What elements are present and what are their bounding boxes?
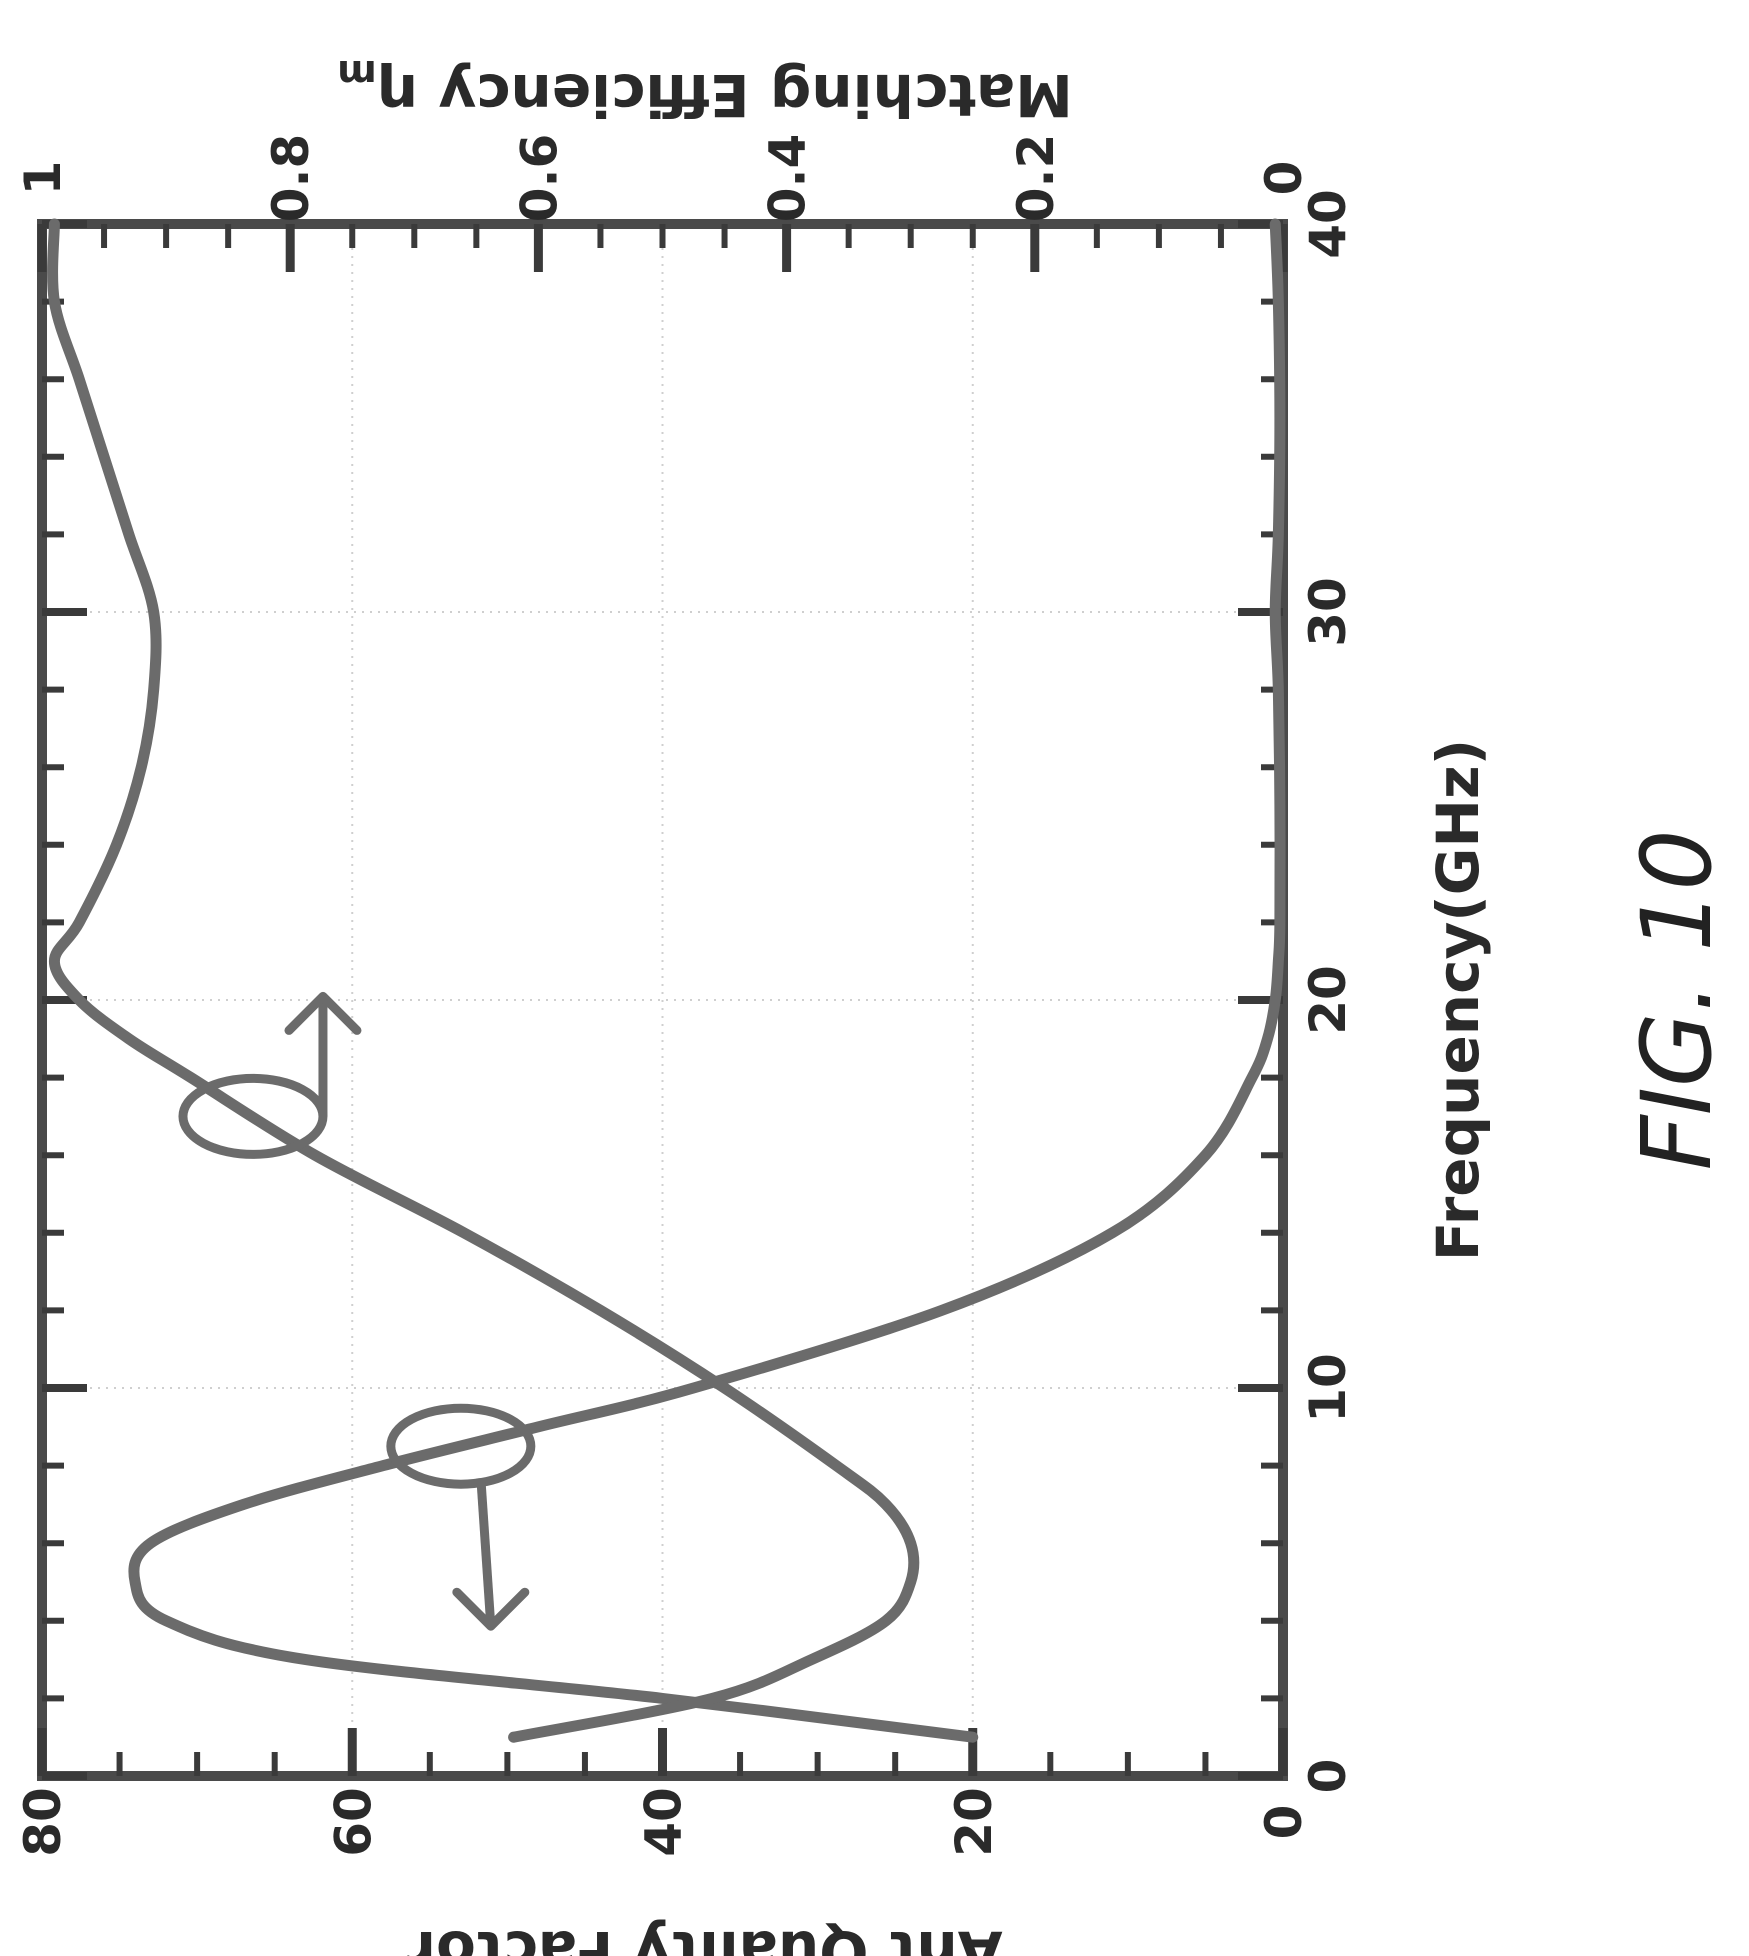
figure-label: FIG. 10 <box>1621 829 1733 1170</box>
annotations <box>178 991 536 1631</box>
series-matching-efficiency <box>47 218 920 1743</box>
x-tick-label: 20 <box>1299 965 1357 1035</box>
eta-subscript: m <box>337 52 377 96</box>
y-right-axis-label: Matching Efficiency ηm <box>337 52 1073 129</box>
y-right-tick-label: 0.8 <box>262 134 320 223</box>
y-left-tick-label: 0 <box>1255 1805 1313 1840</box>
y-left-tick-label: 40 <box>635 1787 693 1857</box>
y-left-tick-label: 60 <box>324 1787 382 1857</box>
y-right-tick-label: 0.4 <box>759 134 817 223</box>
y-left-tick-label: 20 <box>945 1787 1003 1857</box>
series-lines <box>47 218 1286 1743</box>
annotation-arrow-shaft <box>476 1477 496 1627</box>
y-right-tick-label: 0.2 <box>1007 134 1065 223</box>
y-right-tick-label: 0 <box>1255 161 1313 196</box>
eta-symbol: η <box>377 61 418 129</box>
y-right-axis-label-main: Matching Efficiency <box>418 61 1073 129</box>
y-left-tick-label: 80 <box>14 1787 72 1857</box>
x-tick-label: 30 <box>1299 577 1357 647</box>
annotation-arrow-head <box>284 991 362 1035</box>
x-tick-label: 10 <box>1299 1353 1357 1423</box>
annotation-ellipse <box>386 1403 536 1489</box>
y-left-axis-label: Ant Quality Factor <box>407 1918 1003 1956</box>
grid-lines <box>42 224 1283 1776</box>
tick-marks <box>37 220 1288 1780</box>
x-axis-label: Frequency(GHz) <box>1424 739 1492 1261</box>
x-tick-label: 40 <box>1299 189 1357 259</box>
y-right-tick-label: 1 <box>14 161 72 196</box>
y-right-tick-label: 0.6 <box>510 134 568 223</box>
series-ant-quality-factor <box>128 218 1286 1743</box>
x-tick-label: 0 <box>1299 1759 1357 1794</box>
annotation-arrow-head <box>452 1587 530 1631</box>
